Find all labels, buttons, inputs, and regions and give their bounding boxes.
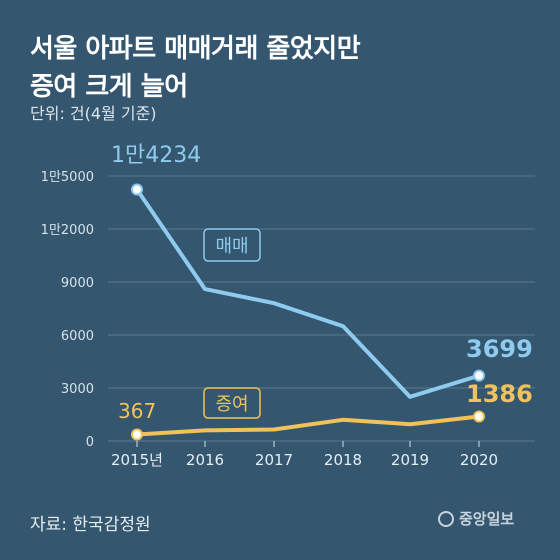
series-name-box-trade	[203, 228, 261, 262]
series-line-trade	[135, 188, 480, 399]
data-label-trade-first: 1만4234	[111, 143, 201, 168]
data-label-trade-last: 3699	[466, 335, 533, 363]
x-tick-label: 2018	[324, 451, 362, 469]
y-tick-label: 6000	[61, 329, 94, 344]
series-line-gift	[136, 414, 480, 437]
y-tick-label: 9000	[61, 276, 94, 291]
data-label-gift-first: 367	[118, 399, 156, 423]
x-tick-label: 2019	[391, 451, 429, 469]
logo-text: 중앙일보	[459, 510, 515, 528]
chart-title: 서울 아파트 매매거래 줄었지만 증여 크게 늘어	[30, 30, 361, 106]
x-tick-label: 2017	[255, 451, 293, 469]
series-name-gift: 증여	[215, 394, 248, 415]
data-label-gift-last: 1386	[466, 380, 533, 408]
y-tick-label: 1만5000	[41, 170, 94, 185]
x-tick-label: 2016	[186, 451, 224, 469]
series-name-trade: 매매	[215, 236, 248, 257]
publisher-logo: 중앙일보	[438, 508, 514, 529]
unit-label: 단위: 건(4월 기준)	[30, 104, 157, 123]
series-name-box-gift	[203, 387, 261, 419]
data-point	[473, 369, 485, 382]
y-tick-label: 3000	[61, 382, 94, 397]
data-point	[473, 410, 485, 423]
data-point	[131, 428, 143, 441]
title-line-1: 서울 아파트 매매거래 줄었지만	[30, 34, 361, 64]
title-line-2: 증여 크게 늘어	[30, 72, 188, 102]
source-label: 자료: 한국감정원	[30, 515, 151, 535]
y-tick-label: 0	[86, 435, 94, 450]
y-tick-label: 1만2000	[41, 223, 94, 238]
x-tick-label: 2015년	[111, 451, 163, 469]
x-tick-label: 2020	[460, 451, 498, 469]
data-point	[131, 183, 143, 196]
logo-mark-icon	[438, 510, 454, 527]
